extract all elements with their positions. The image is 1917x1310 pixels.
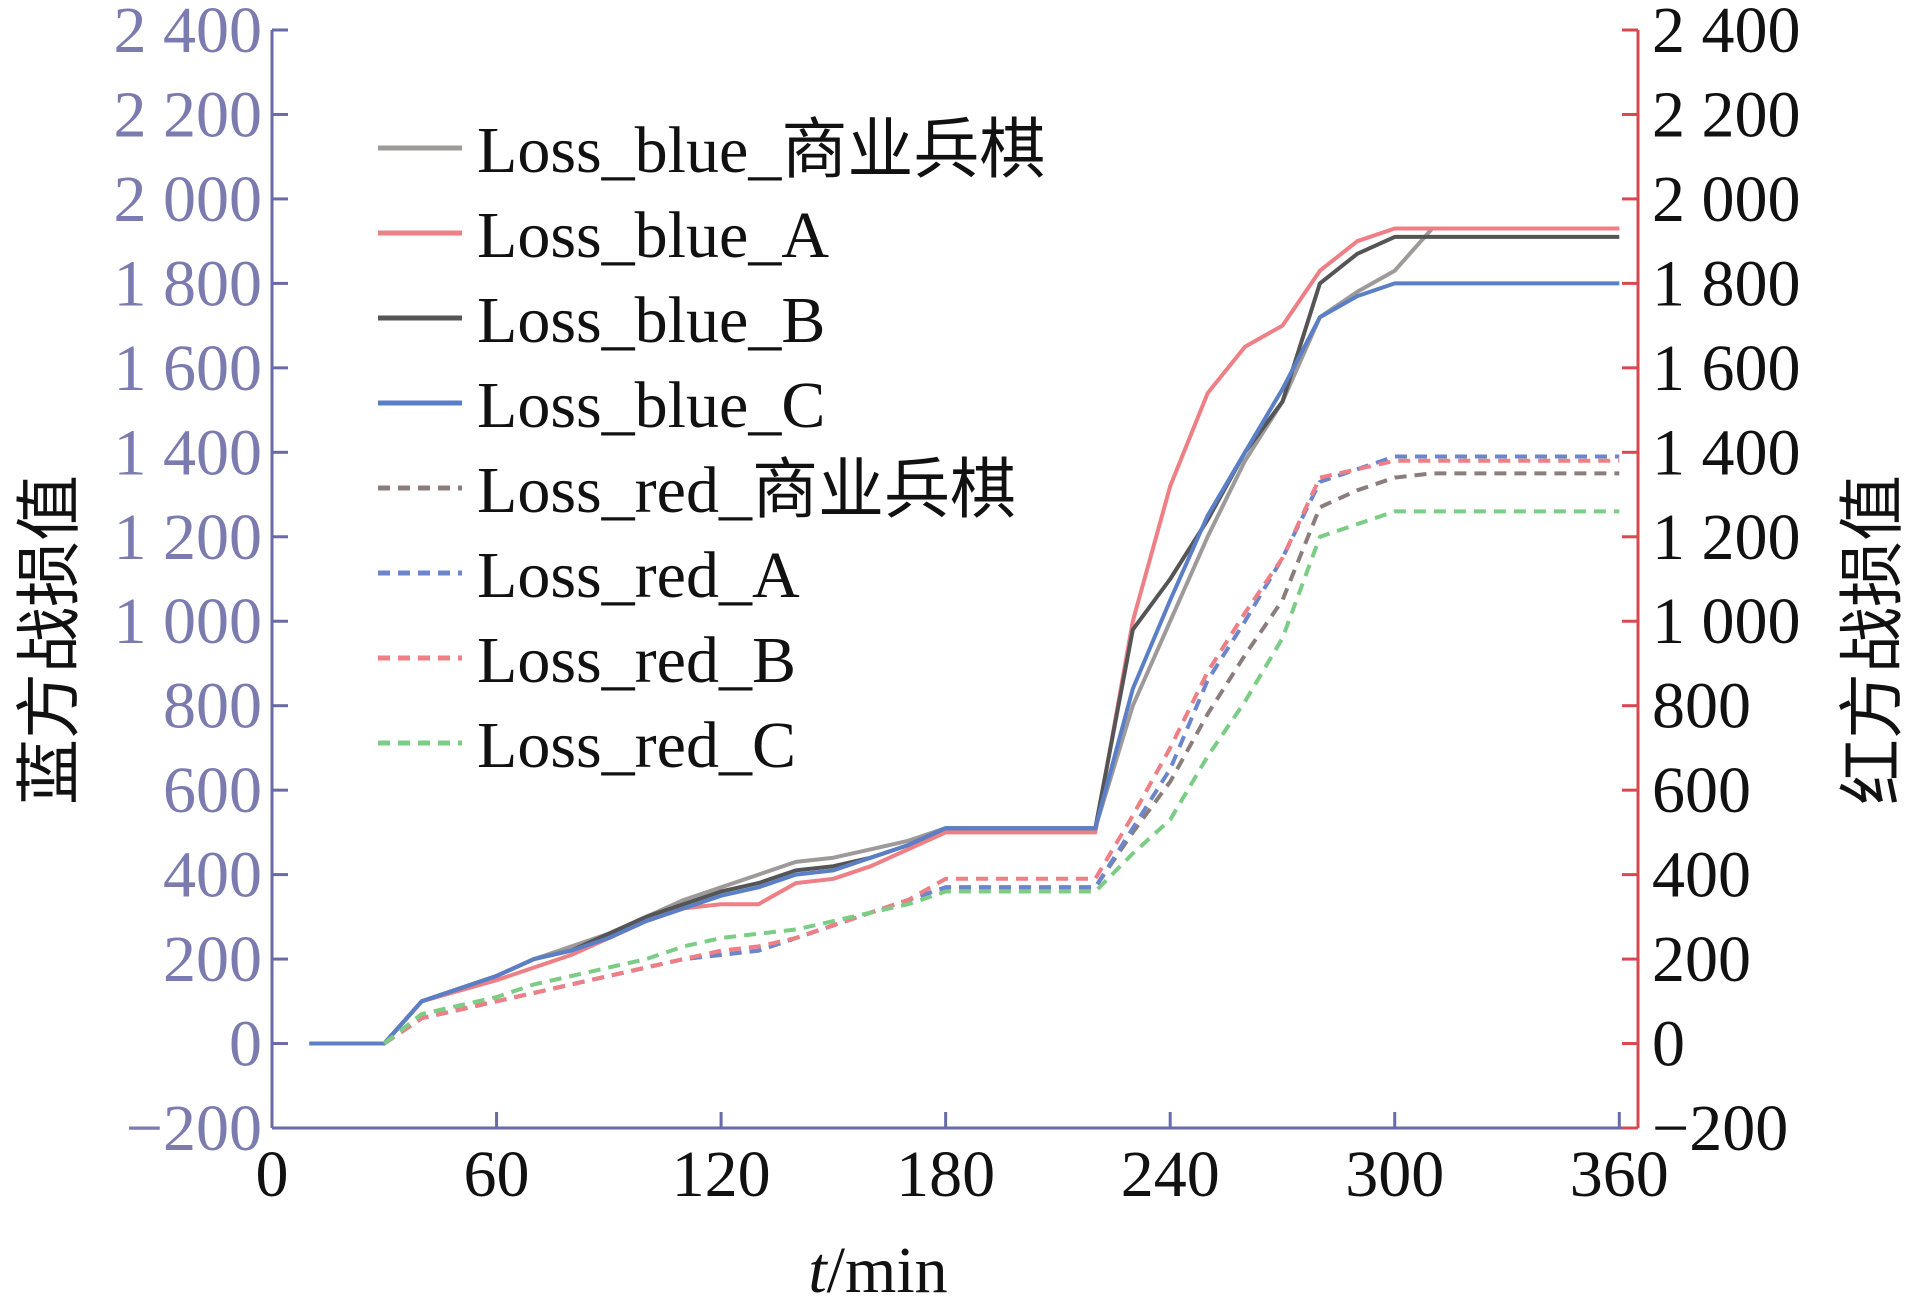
series-line-4 (309, 281, 1620, 1046)
y-right-tick-label: 1 400 (1652, 416, 1801, 489)
legend-label-3: Loss_blue_B (477, 284, 825, 357)
y-left-tick-label: 0 (229, 1008, 262, 1081)
legend-label-1: Loss_blue_商业兵棋 (477, 114, 1045, 187)
y-left-tick-label: 600 (163, 754, 262, 827)
y-right-tick-label: 1 800 (1652, 247, 1801, 320)
y-left-tick-label: 2 200 (114, 78, 263, 151)
x-tick-label: 60 (464, 1138, 530, 1211)
legend-label-4: Loss_blue_C (477, 369, 825, 442)
x-axis-title-var: t (808, 1234, 828, 1307)
legend-label-6: Loss_red_A (477, 539, 800, 612)
x-axis-title-unit: /min (827, 1234, 948, 1307)
x-tick-label: 180 (896, 1138, 995, 1211)
y-axis-title-left: 蓝方战损值 (14, 475, 87, 805)
y-left-tick-label: 400 (163, 839, 262, 912)
y-left-tick-label: 1 600 (114, 332, 263, 405)
x-axis-title: t/min (808, 1234, 947, 1307)
x-tick-label: 300 (1345, 1138, 1444, 1211)
y-axis-title-right: 红方战损值 (1837, 475, 1910, 805)
y-right-tick-label: 1 200 (1652, 501, 1801, 574)
y-right-tick-label: 400 (1652, 839, 1751, 912)
axes-frame (270, 28, 1640, 1130)
y-right-tick-label: 1 600 (1652, 332, 1801, 405)
y-left-tick-label: −200 (126, 1092, 262, 1165)
x-tick-label: 0 (256, 1138, 289, 1211)
y-left-tick-label: 1 400 (114, 416, 263, 489)
x-tick-label: 120 (672, 1138, 771, 1211)
y-left-tick-label: 1 000 (114, 585, 263, 658)
y-left-tick-label: 1 800 (114, 247, 263, 320)
x-tick-label: 240 (1121, 1138, 1220, 1211)
legend-label-5: Loss_red_商业兵棋 (477, 454, 1016, 527)
series-line-8 (383, 509, 1620, 1046)
y-right-tick-label: 0 (1652, 1008, 1685, 1081)
y-right-tick-label: 1 000 (1652, 585, 1801, 658)
y-left-tick-label: 800 (163, 670, 262, 743)
series-group (309, 226, 1620, 1046)
y-left-tick-label: 1 200 (114, 501, 263, 574)
y-right-tick-label: 600 (1652, 754, 1751, 827)
legend-label-8: Loss_red_C (477, 709, 796, 782)
series-line-2 (309, 226, 1620, 1046)
series-line-7 (383, 458, 1620, 1046)
y-left-tick-label: 2 400 (114, 0, 263, 67)
y-right-tick-label: 2 200 (1652, 78, 1801, 151)
legend: Loss_blue_商业兵棋 Loss_blue_A Loss_blue_B Loss… (378, 114, 1045, 782)
y-right-tick-label: 2 000 (1652, 163, 1801, 236)
y-right-tick-label: −200 (1652, 1092, 1788, 1165)
y-left-tick-label: 2 000 (114, 163, 263, 236)
legend-label-7: Loss_red_B (477, 624, 796, 697)
y-left-tick-label: 200 (163, 923, 262, 996)
y-right-tick-label: 800 (1652, 670, 1751, 743)
legend-label-2: Loss_blue_A (477, 199, 829, 272)
y-right-tick-label: 200 (1652, 923, 1751, 996)
y-right-tick-label: 2 400 (1652, 0, 1801, 67)
x-tick-label: 360 (1570, 1138, 1669, 1211)
